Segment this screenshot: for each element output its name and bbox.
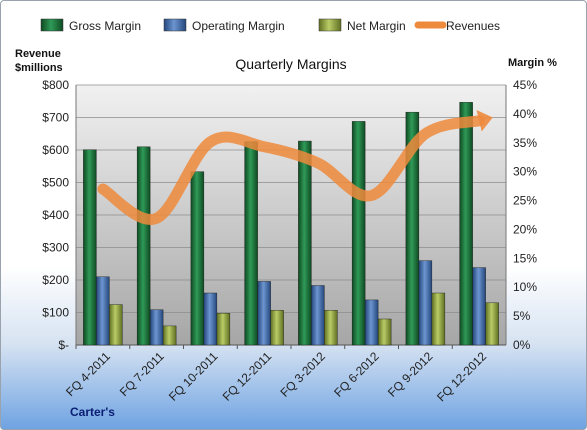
bar-net-margin	[377, 318, 392, 346]
left-tick-label: $300	[42, 241, 69, 255]
x-tick-label: FQ 12-2011	[220, 349, 275, 404]
left-tick-label: $100	[42, 306, 69, 320]
bar-gross-margin	[83, 149, 97, 346]
legend-swatch-gross-margin	[40, 18, 64, 32]
bar-operating-margin	[418, 260, 433, 346]
left-tick-label: $800	[42, 78, 69, 92]
legend-swatch-operating-margin	[163, 18, 187, 32]
right-tick-label: 0%	[513, 338, 531, 352]
right-tick-label: 20%	[513, 222, 537, 236]
right-tick-label: 10%	[513, 280, 537, 294]
bar-operating-margin	[257, 281, 271, 346]
bar-net-margin	[431, 292, 446, 346]
x-tick-label: FQ 9-2012	[385, 349, 436, 400]
bar-operating-margin	[149, 309, 164, 346]
left-tick-label: $600	[42, 143, 69, 157]
left-axis-title-line: $millions	[15, 62, 63, 74]
legend-label-net-margin: Net Margin	[347, 19, 406, 33]
bar-gross-margin	[405, 111, 420, 346]
x-tick-label: FQ 10-2011	[166, 349, 221, 404]
company-label: Carter's	[70, 405, 115, 419]
legend-label-operating-margin: Operating Margin	[192, 19, 285, 33]
right-axis-title: Margin %	[508, 57, 557, 69]
bar-gross-margin	[298, 140, 312, 346]
bar-gross-margin	[190, 171, 205, 346]
left-tick-label: $700	[42, 111, 69, 125]
bar-gross-margin	[459, 102, 473, 346]
left-tick-label: $500	[42, 176, 69, 190]
bar-net-margin	[485, 302, 499, 346]
x-tick-label: FQ 3-2012	[278, 349, 329, 400]
right-tick-label: 40%	[513, 107, 537, 121]
bar-net-margin	[109, 304, 123, 346]
chart-title: Quarterly Margins	[235, 56, 346, 72]
bar-operating-margin	[472, 267, 486, 346]
bar-net-margin	[162, 325, 177, 346]
left-tick-label: $400	[42, 208, 69, 222]
bar-net-margin	[324, 310, 338, 346]
bar-operating-margin	[364, 299, 379, 346]
bar-operating-margin	[311, 285, 325, 346]
left-tick-label: $-	[58, 338, 69, 352]
right-tick-label: 25%	[513, 194, 537, 208]
bar-net-margin	[270, 310, 284, 346]
bar-gross-margin	[351, 121, 366, 346]
legend-label-gross-margin: Gross Margin	[69, 19, 141, 33]
left-axis-title-line: Revenue	[15, 48, 61, 60]
bar-operating-margin	[203, 292, 218, 346]
left-tick-label: $200	[42, 273, 69, 287]
right-tick-label: 5%	[513, 309, 531, 323]
bar-operating-margin	[96, 276, 110, 346]
right-tick-label: 30%	[513, 165, 537, 179]
x-tick-label: FQ 6-2012	[331, 349, 382, 400]
legend-label-revenues: Revenues	[446, 19, 500, 33]
right-tick-label: 15%	[513, 251, 537, 265]
right-tick-label: 35%	[513, 136, 537, 150]
x-tick-label: FQ 7-2011	[117, 349, 167, 399]
x-tick-label: FQ 4-2011	[63, 349, 113, 399]
bar-gross-margin	[136, 146, 151, 346]
bar-gross-margin	[244, 141, 258, 346]
right-tick-label: 45%	[513, 78, 537, 92]
revenues-arrowhead	[476, 110, 493, 132]
x-tick-label: FQ 12-2012	[434, 349, 489, 404]
revenues-line	[97, 115, 485, 225]
legend-swatch-net-margin	[318, 18, 342, 32]
bar-net-margin	[216, 313, 231, 346]
